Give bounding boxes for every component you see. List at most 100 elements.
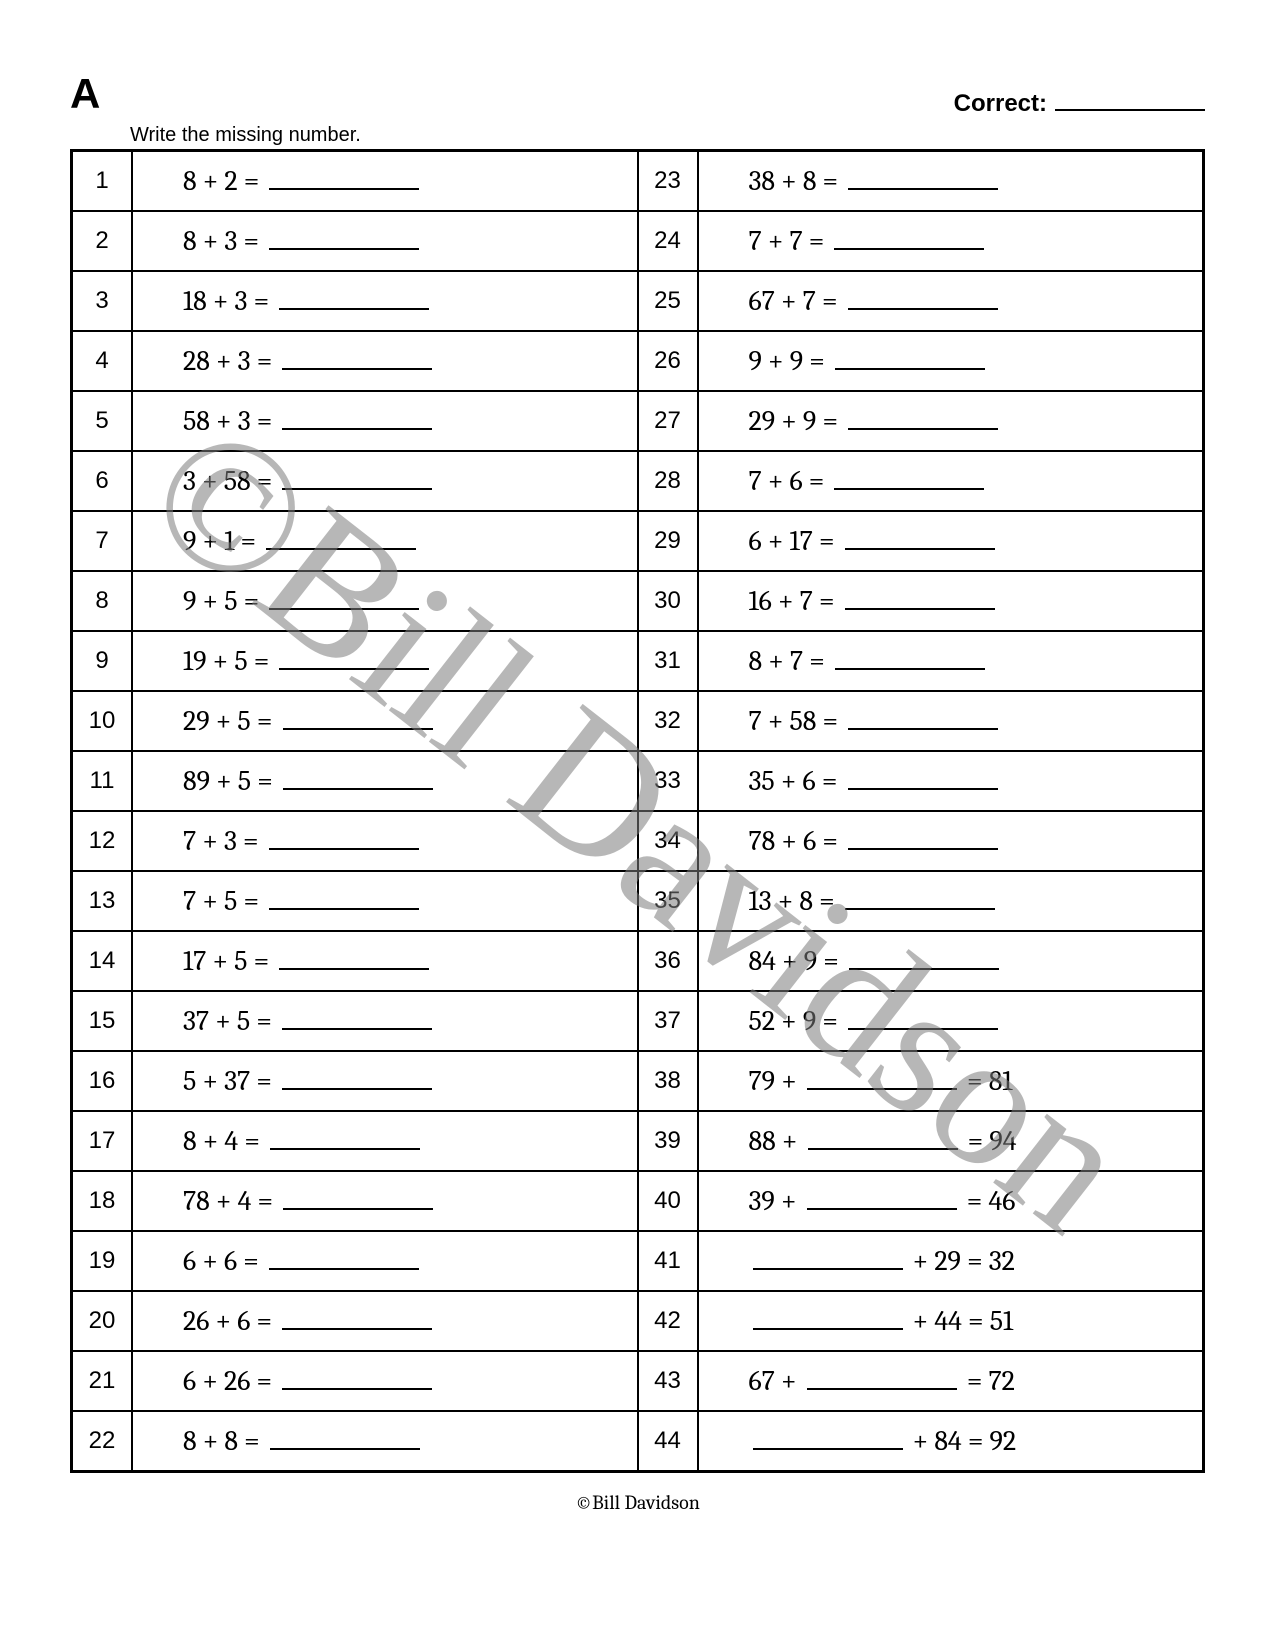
answer-blank[interactable]	[282, 412, 432, 430]
answer-blank[interactable]	[848, 1012, 998, 1030]
problem-cell: + 29 = 32	[698, 1231, 1204, 1291]
problem-cell: + 84 = 92	[698, 1411, 1204, 1471]
problem-cell: 7 + 3 =	[132, 811, 638, 871]
answer-blank[interactable]	[834, 232, 984, 250]
problem-cell: 58 + 3 =	[132, 391, 638, 451]
problem-cell: 28 + 3 =	[132, 331, 638, 391]
answer-blank[interactable]	[283, 772, 433, 790]
answer-blank[interactable]	[808, 1132, 958, 1150]
answer-blank[interactable]	[283, 1192, 433, 1210]
answer-blank[interactable]	[845, 892, 995, 910]
row-number: 9	[72, 631, 132, 691]
problem-cell: 8 + 8 =	[132, 1411, 638, 1471]
problem-cell: 67 + = 72	[698, 1351, 1204, 1411]
answer-blank[interactable]	[269, 892, 419, 910]
problem-cell: 17 + 5 =	[132, 931, 638, 991]
correct-label-wrap: Correct:	[954, 90, 1205, 118]
answer-blank[interactable]	[753, 1252, 903, 1270]
row-number: 12	[72, 811, 132, 871]
row-number: 24	[638, 211, 698, 271]
problem-cell: 38 + 8 =	[698, 151, 1204, 211]
problem-cell: 18 + 3 =	[132, 271, 638, 331]
row-number: 34	[638, 811, 698, 871]
answer-blank[interactable]	[269, 232, 419, 250]
answer-blank[interactable]	[270, 1132, 420, 1150]
problem-cell: 88 + = 94	[698, 1111, 1204, 1171]
answer-blank[interactable]	[279, 652, 429, 670]
answer-blank[interactable]	[269, 1252, 419, 1270]
row-number: 39	[638, 1111, 698, 1171]
problem-cell: 7 + 5 =	[132, 871, 638, 931]
row-number: 20	[72, 1291, 132, 1351]
answer-blank[interactable]	[282, 1372, 432, 1390]
problem-cell: 8 + 3 =	[132, 211, 638, 271]
row-number: 19	[72, 1231, 132, 1291]
answer-blank[interactable]	[279, 292, 429, 310]
row-number: 11	[72, 751, 132, 811]
answer-blank[interactable]	[269, 832, 419, 850]
answer-blank[interactable]	[848, 412, 998, 430]
answer-blank[interactable]	[282, 1072, 432, 1090]
answer-blank[interactable]	[807, 1072, 957, 1090]
answer-blank[interactable]	[270, 1432, 420, 1450]
row-number: 28	[638, 451, 698, 511]
row-number: 31	[638, 631, 698, 691]
correct-blank[interactable]	[1055, 109, 1205, 111]
answer-blank[interactable]	[845, 532, 995, 550]
problem-cell: 29 + 9 =	[698, 391, 1204, 451]
row-number: 18	[72, 1171, 132, 1231]
answer-blank[interactable]	[266, 532, 416, 550]
row-number: 23	[638, 151, 698, 211]
answer-blank[interactable]	[283, 712, 433, 730]
answer-blank[interactable]	[848, 712, 998, 730]
problem-cell: 9 + 9 =	[698, 331, 1204, 391]
answer-blank[interactable]	[848, 772, 998, 790]
row-number: 42	[638, 1291, 698, 1351]
problem-cell: 6 + 6 =	[132, 1231, 638, 1291]
answer-blank[interactable]	[807, 1372, 957, 1390]
problem-cell: 7 + 6 =	[698, 451, 1204, 511]
problem-cell: 16 + 7 =	[698, 571, 1204, 631]
problem-cell: 6 + 17 =	[698, 511, 1204, 571]
problem-cell: 35 + 6 =	[698, 751, 1204, 811]
answer-blank[interactable]	[848, 292, 998, 310]
row-number: 13	[72, 871, 132, 931]
answer-blank[interactable]	[282, 472, 432, 490]
row-number: 5	[72, 391, 132, 451]
problem-cell: 8 + 4 =	[132, 1111, 638, 1171]
answer-blank[interactable]	[848, 832, 998, 850]
answer-blank[interactable]	[835, 652, 985, 670]
answer-blank[interactable]	[282, 1312, 432, 1330]
answer-blank[interactable]	[834, 472, 984, 490]
row-number: 44	[638, 1411, 698, 1471]
row-number: 8	[72, 571, 132, 631]
answer-blank[interactable]	[753, 1312, 903, 1330]
problem-cell: 5 + 37 =	[132, 1051, 638, 1111]
problem-cell: 78 + 6 =	[698, 811, 1204, 871]
answer-blank[interactable]	[807, 1192, 957, 1210]
row-number: 6	[72, 451, 132, 511]
problem-cell: 3 + 58 =	[132, 451, 638, 511]
answer-blank[interactable]	[849, 952, 999, 970]
row-number: 30	[638, 571, 698, 631]
row-number: 1	[72, 151, 132, 211]
problem-cell: 52 + 9 =	[698, 991, 1204, 1051]
row-number: 36	[638, 931, 698, 991]
problem-cell: 37 + 5 =	[132, 991, 638, 1051]
row-number: 7	[72, 511, 132, 571]
problem-cell: 8 + 2 =	[132, 151, 638, 211]
answer-blank[interactable]	[282, 1012, 432, 1030]
answer-blank[interactable]	[753, 1432, 903, 1450]
answer-blank[interactable]	[845, 592, 995, 610]
answer-blank[interactable]	[269, 592, 419, 610]
row-number: 4	[72, 331, 132, 391]
answer-blank[interactable]	[269, 172, 419, 190]
instruction: Write the missing number.	[130, 124, 1205, 147]
answer-blank[interactable]	[279, 952, 429, 970]
header: A Correct:	[70, 70, 1205, 118]
answer-blank[interactable]	[848, 172, 998, 190]
problem-cell: 8 + 7 =	[698, 631, 1204, 691]
answer-blank[interactable]	[835, 352, 985, 370]
problem-cell: 89 + 5 =	[132, 751, 638, 811]
answer-blank[interactable]	[282, 352, 432, 370]
